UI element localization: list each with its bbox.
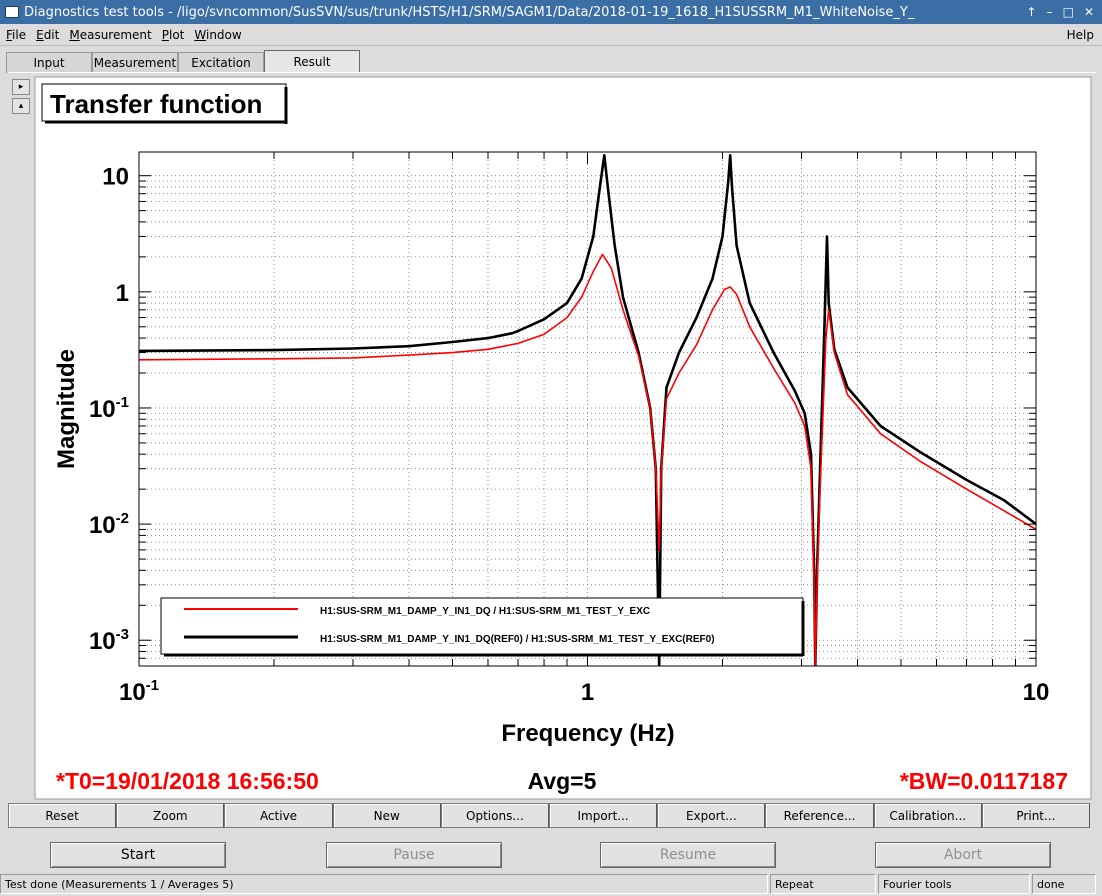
resume-button[interactable]: Resume	[600, 842, 776, 868]
legend: H1:SUS-SRM_M1_DAMP_Y_IN1_DQ / H1:SUS-SRM…	[160, 597, 805, 657]
start-button[interactable]: Start	[50, 842, 226, 868]
plot-area: Transfer function 10-1 1 10 10 1 10-1 10-2 10-3…	[34, 76, 1092, 800]
y-tick-label: 1	[116, 280, 129, 307]
tab-result[interactable]: Result	[264, 50, 360, 73]
menu-plot[interactable]: Plot	[161, 27, 185, 42]
t0-annotation: *T0=19/01/2018 16:56:50	[56, 768, 319, 794]
window-title: Diagnostics test tools - /ligo/svncommon…	[24, 4, 915, 20]
chart-title-box	[41, 83, 287, 122]
menu-window[interactable]: Window	[194, 27, 242, 42]
series-line-reference	[139, 154, 1036, 666]
window-close-icon[interactable]: ✕	[1083, 5, 1094, 19]
status-tool: Fourier tools	[878, 874, 1030, 894]
menu-bar: File Edit Measurement Plot Window Help	[0, 24, 1102, 46]
series-line-measurement	[139, 253, 1036, 666]
window-shade-icon[interactable]: ↑	[1026, 5, 1037, 19]
y-tick-label: 10-3	[89, 626, 129, 655]
x-tick-label: 10	[1023, 679, 1050, 706]
new-button[interactable]: New	[332, 803, 441, 828]
menu-help[interactable]: Help	[1066, 28, 1094, 42]
status-bar: Test done (Measurements 1 / Averages 5) …	[0, 874, 1102, 896]
legend-label-series-1: H1:SUS-SRM_M1_DAMP_Y_IN1_DQ / H1:SUS-SRM…	[320, 606, 650, 617]
app-icon	[5, 6, 19, 18]
print-button[interactable]: Print...	[981, 803, 1091, 828]
control-row: Start Pause Resume Abort	[0, 842, 1102, 870]
options-button[interactable]: Options...	[440, 803, 550, 828]
expand-arrow-icon[interactable]: ▸	[12, 79, 30, 95]
tab-excitation[interactable]: Excitation	[178, 52, 264, 73]
legend-label-series-2: H1:SUS-SRM_M1_DAMP_Y_IN1_DQ(REF0) / H1:S…	[320, 634, 715, 645]
reference-button[interactable]: Reference...	[765, 803, 874, 828]
reset-button[interactable]: Reset	[8, 803, 117, 828]
window-maximize-icon[interactable]: □	[1062, 5, 1074, 19]
status-mode: Repeat	[770, 874, 876, 894]
plot-button-row: Reset Zoom Active New Options... Import.…	[8, 803, 1091, 828]
avg-annotation: Avg=5	[528, 768, 597, 794]
y-axis-label: Magnitude	[53, 349, 80, 469]
plot-side-buttons: ▸ ▴	[12, 79, 30, 117]
x-tick-label: 10-1	[119, 677, 159, 706]
y-tick-label: 10-2	[89, 510, 129, 539]
y-tick-label: 10	[102, 164, 129, 191]
status-state: done	[1032, 874, 1096, 894]
y-tick-label: 10-1	[89, 394, 129, 423]
tab-bar: Input Measurement Excitation Result	[6, 50, 360, 73]
chart-canvas	[34, 76, 1092, 800]
status-text: Test done (Measurements 1 / Averages 5)	[0, 874, 768, 894]
export-button[interactable]: Export...	[657, 803, 766, 828]
x-tick-label: 1	[581, 679, 594, 706]
zoom-button[interactable]: Zoom	[116, 803, 225, 828]
tab-input[interactable]: Input	[6, 52, 92, 73]
bw-annotation: *BW=0.0117187	[900, 768, 1068, 794]
window-minimize-icon[interactable]: –	[1046, 5, 1053, 19]
x-axis-label: Frequency (Hz)	[501, 720, 674, 747]
active-button[interactable]: Active	[224, 803, 333, 828]
calibration-button[interactable]: Calibration...	[873, 803, 982, 828]
collapse-arrow-icon[interactable]: ▴	[12, 98, 30, 114]
menu-file[interactable]: File	[6, 27, 27, 42]
tick-marks	[138, 152, 1036, 667]
menu-measurement[interactable]: Measurement	[69, 27, 152, 42]
series-group	[139, 154, 1036, 666]
tab-measurement[interactable]: Measurement	[92, 52, 178, 73]
tick-labels: 10-1 1 10 10 1 10-1 10-2 10-3	[89, 164, 1049, 706]
transfer-function-chart: Transfer function 10-1 1 10 10 1 10-1 10-2 10-3…	[34, 76, 1092, 800]
window-titlebar: Diagnostics test tools - /ligo/svncommon…	[0, 0, 1102, 24]
pause-button[interactable]: Pause	[326, 842, 502, 868]
chart-title: Transfer function	[50, 89, 262, 119]
import-button[interactable]: Import...	[549, 803, 658, 828]
abort-button[interactable]: Abort	[875, 842, 1051, 868]
menu-edit[interactable]: Edit	[36, 27, 60, 42]
